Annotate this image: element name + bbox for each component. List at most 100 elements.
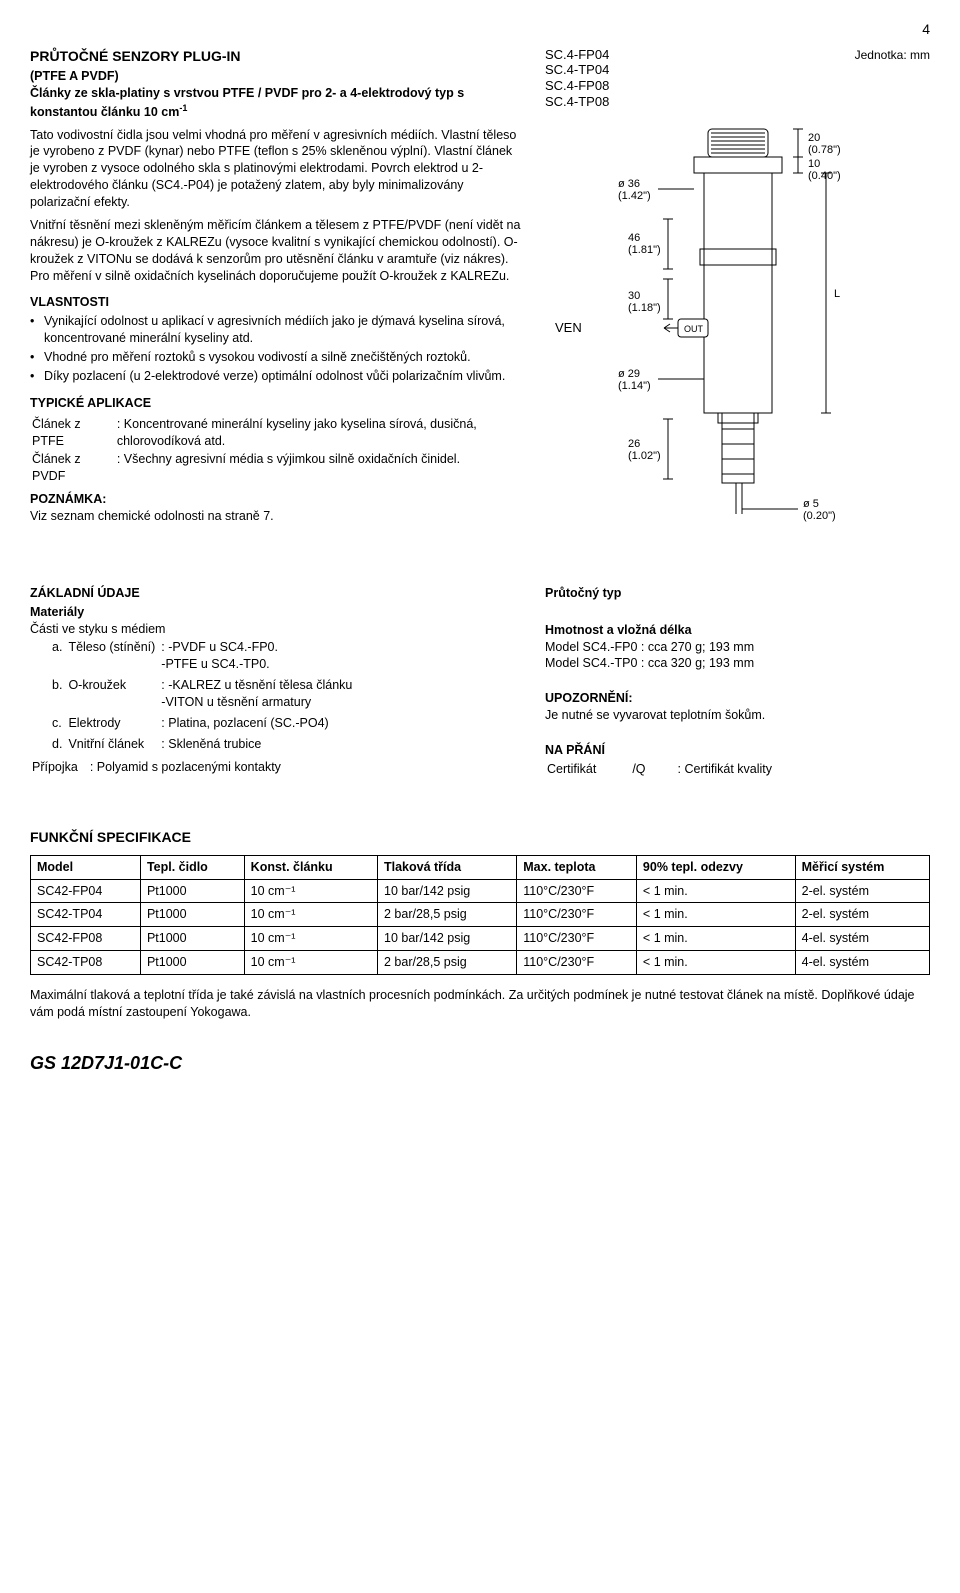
zakladni-head: ZÁKLADNÍ ÚDAJE bbox=[30, 585, 525, 602]
table-row: a. Těleso (stínění) : -PVDF u SC4.-FP0. … bbox=[52, 639, 356, 675]
upoz-head: UPOZORNĚNÍ: bbox=[545, 690, 930, 707]
spec-td: < 1 min. bbox=[636, 927, 795, 951]
aplikace-table: Článek z PTFE : Koncentrované minerální … bbox=[30, 414, 525, 488]
prani-v: : Certifikát kvality bbox=[678, 761, 776, 780]
zu-key: Těleso (stínění) bbox=[68, 639, 159, 675]
spec-th: Tlaková třída bbox=[378, 855, 517, 879]
lower-columns: ZÁKLADNÍ ÚDAJE Materiály Části ve styku … bbox=[30, 575, 930, 782]
upper-columns: PRŮTOČNÉ SENZORY PLUG-IN (PTFE A PVDF) Č… bbox=[30, 47, 930, 557]
aplikace-head: TYPICKÉ APLIKACE bbox=[30, 395, 525, 412]
zu-key: Elektrody bbox=[68, 715, 159, 734]
spec-td: < 1 min. bbox=[636, 879, 795, 903]
zu-val: : Platina, pozlacení (SC.-PO4) bbox=[161, 715, 356, 734]
casti-head: Části ve styku s médiem bbox=[30, 621, 525, 638]
spec-th: Model bbox=[31, 855, 141, 879]
spec-td: 2 bar/28,5 psig bbox=[378, 903, 517, 927]
table-row: SC42-FP04Pt100010 cm⁻¹10 bar/142 psig110… bbox=[31, 879, 930, 903]
out-label: OUT bbox=[684, 324, 704, 334]
spec-td: 110°C/230°F bbox=[517, 879, 637, 903]
vlastnosti-list: Vynikající odolnost u aplikací v agresiv… bbox=[30, 313, 525, 385]
models-block: Jednotka: mm SC.4-FP04 SC.4-TP04 SC.4-FP… bbox=[545, 47, 930, 109]
model-code: SC.4-TP04 bbox=[545, 62, 930, 78]
table-row: SC42-TP08Pt100010 cm⁻¹2 bar/28,5 psig110… bbox=[31, 951, 930, 975]
svg-text:ø 5(0.20"): ø 5(0.20") bbox=[803, 498, 836, 522]
model-code: SC.4-FP08 bbox=[545, 78, 930, 94]
aplikace-val: : Koncentrované minerální kyseliny jako … bbox=[117, 416, 523, 450]
svg-text:26(1.02"): 26(1.02") bbox=[628, 438, 661, 462]
spec-td: Pt1000 bbox=[140, 879, 244, 903]
zu-key: Vnitřní článek bbox=[68, 736, 159, 755]
prani-table: Certifikát /Q : Certifikát kvality bbox=[545, 759, 778, 782]
table-row: Certifikát /Q : Certifikát kvality bbox=[547, 761, 776, 780]
table-row: c. Elektrody : Platina, pozlacení (SC.-P… bbox=[52, 715, 356, 734]
spec-td: 2-el. systém bbox=[795, 903, 929, 927]
spec-td: 10 bar/142 psig bbox=[378, 927, 517, 951]
pripojka-row: Přípojka : Polyamid s pozlacenými kontak… bbox=[30, 757, 287, 780]
svg-text:L: L bbox=[834, 288, 840, 300]
zu-key: O-kroužek bbox=[68, 677, 159, 713]
svg-text:46(1.81"): 46(1.81") bbox=[628, 232, 661, 256]
zakladni-col: ZÁKLADNÍ ÚDAJE Materiály Části ve styku … bbox=[30, 575, 525, 782]
hmotnost-head: Hmotnost a vložná délka bbox=[545, 622, 930, 639]
aplikace-val: : Všechny agresivní média s výjimkou sil… bbox=[117, 451, 523, 485]
zu-val: : Skleněná trubice bbox=[161, 736, 356, 755]
table-row: d. Vnitřní článek : Skleněná trubice bbox=[52, 736, 356, 755]
spec-th: Měřicí systém bbox=[795, 855, 929, 879]
spec-td: SC42-FP08 bbox=[31, 927, 141, 951]
title: PRŮTOČNÉ SENZORY PLUG-IN bbox=[30, 47, 525, 66]
intro-p3: Vnitřní těsnění mezi skleněným měřicím č… bbox=[30, 217, 525, 285]
footer-code: GS 12D7J1-01C-C bbox=[30, 1051, 930, 1075]
table-row: SC42-FP08Pt100010 cm⁻¹10 bar/142 psig110… bbox=[31, 927, 930, 951]
spec-td: 2 bar/28,5 psig bbox=[378, 951, 517, 975]
table-header-row: Model Tepl. čidlo Konst. článku Tlaková … bbox=[31, 855, 930, 879]
materialy-head: Materiály bbox=[30, 604, 525, 621]
prutocny-col: Průtočný typ Hmotnost a vložná délka Mod… bbox=[545, 575, 930, 782]
spec-td: 4-el. systém bbox=[795, 927, 929, 951]
svg-text:30(1.18"): 30(1.18") bbox=[628, 290, 661, 314]
spec-td: 10 cm⁻¹ bbox=[244, 927, 377, 951]
zakladni-table: a. Těleso (stínění) : -PVDF u SC4.-FP0. … bbox=[50, 637, 358, 756]
spec-td: 10 cm⁻¹ bbox=[244, 903, 377, 927]
spec-th: Konst. článku bbox=[244, 855, 377, 879]
spec-td: Pt1000 bbox=[140, 927, 244, 951]
pripojka-key: Přípojka bbox=[32, 759, 82, 778]
spec-td: 110°C/230°F bbox=[517, 927, 637, 951]
subtitle: (PTFE A PVDF) bbox=[30, 68, 525, 85]
svg-text:10(0.40"): 10(0.40") bbox=[808, 158, 841, 182]
zu-idx: b. bbox=[52, 677, 66, 713]
spec-td: < 1 min. bbox=[636, 951, 795, 975]
table-row: Článek z PVDF : Všechny agresivní média … bbox=[32, 451, 523, 485]
svg-text:20(0.78"): 20(0.78") bbox=[808, 132, 841, 156]
spec-th: Max. teplota bbox=[517, 855, 637, 879]
svg-text:ø 29(1.14"): ø 29(1.14") bbox=[618, 368, 651, 392]
zu-idx: a. bbox=[52, 639, 66, 675]
spec-td: < 1 min. bbox=[636, 903, 795, 927]
page-number: 4 bbox=[30, 20, 930, 39]
spec-td: Pt1000 bbox=[140, 951, 244, 975]
vlastnosti-item: Vhodné pro měření roztoků s vysokou vodi… bbox=[30, 349, 525, 366]
right-column: Jednotka: mm SC.4-FP04 SC.4-TP04 SC.4-FP… bbox=[545, 47, 930, 557]
table-row: Článek z PTFE : Koncentrované minerální … bbox=[32, 416, 523, 450]
spec-td: 10 cm⁻¹ bbox=[244, 951, 377, 975]
poznamka-head: POZNÁMKA: bbox=[30, 491, 525, 508]
spec-td: SC42-TP04 bbox=[31, 903, 141, 927]
spec-td: 110°C/230°F bbox=[517, 951, 637, 975]
spec-note: Maximální tlaková a teplotní třída je ta… bbox=[30, 987, 930, 1021]
spec-td: 10 bar/142 psig bbox=[378, 879, 517, 903]
spec-th: 90% tepl. odezvy bbox=[636, 855, 795, 879]
zu-val: : -KALREZ u těsnění tělesa článku -VITON… bbox=[161, 677, 356, 713]
spec-td: Pt1000 bbox=[140, 903, 244, 927]
spec-td: 110°C/230°F bbox=[517, 903, 637, 927]
poznamka-text: Viz seznam chemické odolnosti na straně … bbox=[30, 508, 525, 525]
prani-k: Certifikát bbox=[547, 761, 600, 780]
prutocny-head: Průtočný typ bbox=[545, 585, 930, 602]
prani-q: /Q bbox=[602, 761, 675, 780]
hmotnost-line: Model SC4.-FP0 : cca 270 g; 193 mm bbox=[545, 639, 930, 656]
model-code: SC.4-TP08 bbox=[545, 94, 930, 110]
aplikace-key: Článek z PTFE bbox=[32, 416, 115, 450]
spec-td: SC42-TP08 bbox=[31, 951, 141, 975]
vlastnosti-item: Díky pozlacení (u 2-elektrodové verze) o… bbox=[30, 368, 525, 385]
unit-label: Jednotka: mm bbox=[855, 47, 930, 63]
left-column: PRŮTOČNÉ SENZORY PLUG-IN (PTFE A PVDF) Č… bbox=[30, 47, 525, 557]
hmotnost-line: Model SC4.-TP0 : cca 320 g; 193 mm bbox=[545, 655, 930, 672]
